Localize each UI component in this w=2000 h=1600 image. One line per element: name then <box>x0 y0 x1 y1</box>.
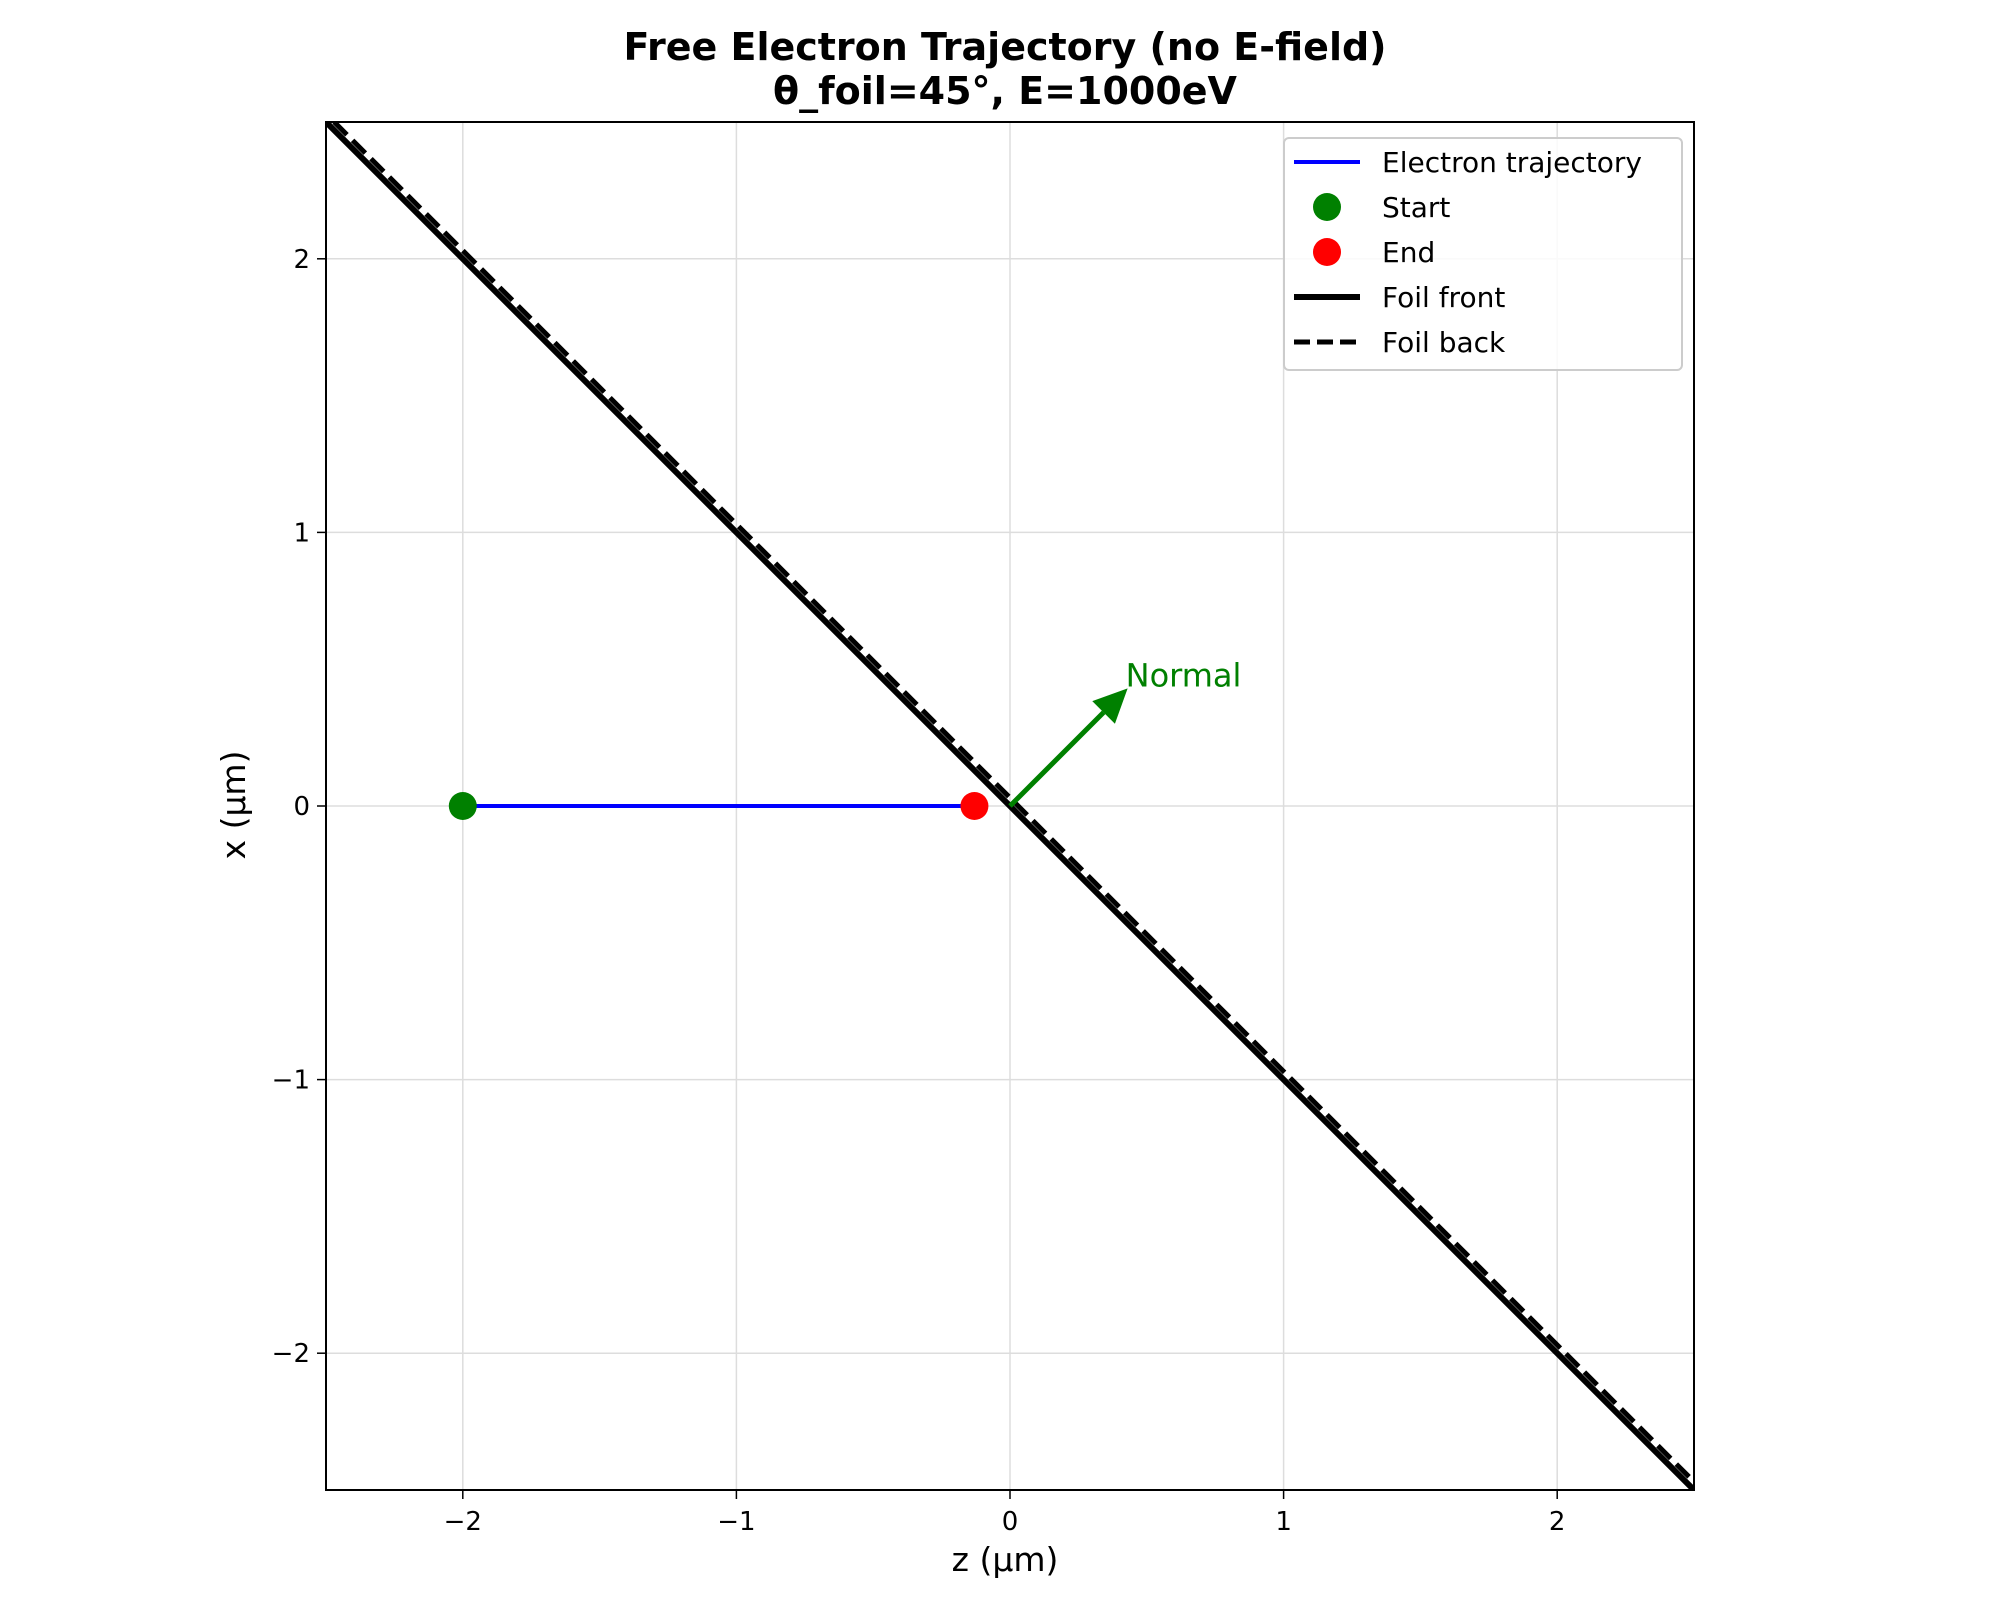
y-tick-label: 0 <box>293 792 310 822</box>
y-tick-label: −2 <box>272 1339 310 1369</box>
foil-back-line <box>332 122 1694 1484</box>
legend-label-start: Start <box>1382 191 1450 224</box>
legend-label-electron-trajectory: Electron trajectory <box>1382 146 1642 179</box>
x-tick-label: 1 <box>1275 1507 1292 1537</box>
axis-ticks: −2 −1 0 1 2 −2 −1 0 1 2 <box>272 245 1566 1537</box>
x-tick-label: −1 <box>717 1507 755 1537</box>
legend-swatch-start <box>1313 193 1341 221</box>
x-axis-label: z (μm) <box>952 1540 1059 1579</box>
legend-label-foil-back: Foil back <box>1382 326 1506 359</box>
legend-box <box>1283 137 1683 371</box>
plot-frame <box>325 121 1695 1491</box>
x-tick-label: 2 <box>1549 1507 1566 1537</box>
end-marker <box>960 792 989 820</box>
y-axis-label: x (μm) <box>214 751 253 860</box>
normal-arrow-head <box>1092 688 1128 724</box>
start-marker <box>448 792 477 820</box>
legend-swatch-end <box>1313 238 1341 266</box>
annotations: Normal <box>1008 656 1242 808</box>
legend-label-foil-front: Foil front <box>1382 281 1505 314</box>
y-tick-label: 1 <box>293 518 310 548</box>
normal-arrow-shaft <box>1008 710 1106 808</box>
chart-title-line1: Free Electron Trajectory (no E-field) <box>623 25 1386 69</box>
legend: Electron trajectory Start End Foil front Foi… <box>1283 137 1683 371</box>
y-tick-label: −1 <box>272 1066 310 1096</box>
x-tick-label: −2 <box>444 1507 482 1537</box>
y-tick-label: 2 <box>293 245 310 275</box>
legend-label-end: End <box>1382 236 1435 269</box>
normal-annotation-label: Normal <box>1126 656 1242 694</box>
chart-title-line2: θ_foil=45°, E=1000eV <box>773 69 1238 113</box>
x-tick-label: 0 <box>1002 1507 1019 1537</box>
